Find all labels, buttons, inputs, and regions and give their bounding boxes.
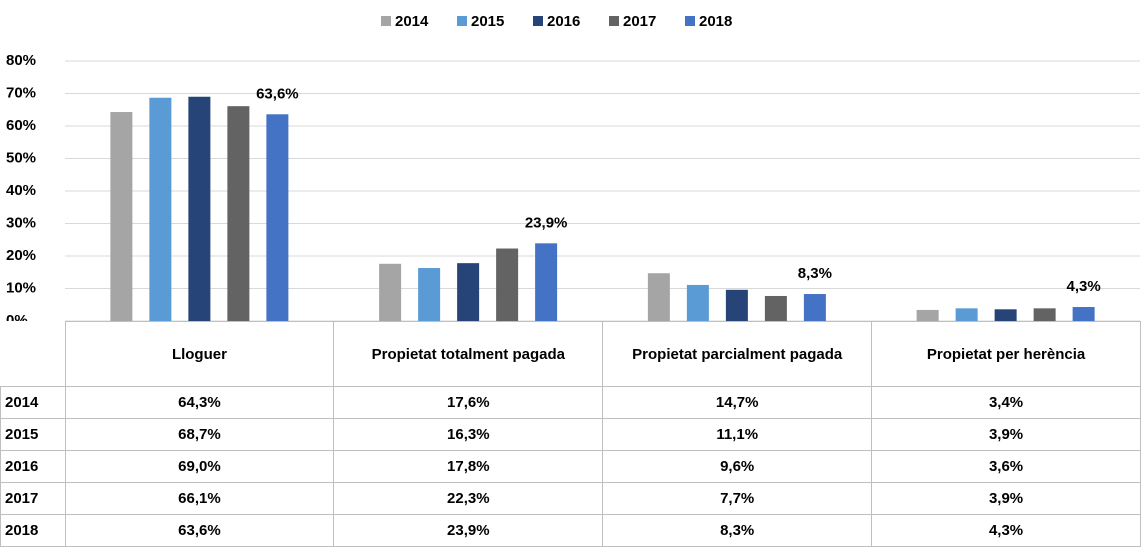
y-tick-label: 30% — [6, 214, 36, 231]
legend-label: 2016 — [547, 13, 580, 30]
legend-label: 2018 — [699, 13, 732, 30]
category-label: Propietat per herència — [871, 321, 1141, 387]
row-label: 2015 — [0, 418, 66, 451]
table-row: 2016 69,0% 17,8% 9,6% 3,6% — [0, 450, 1141, 483]
bar — [803, 294, 826, 321]
data-table: Lloguer Propietat totalment pagada Propiet… — [0, 321, 1141, 547]
table-cell: 11,1% — [602, 418, 873, 451]
bar — [227, 106, 250, 321]
table-cell: 3,6% — [871, 450, 1141, 483]
row-label: 2018 — [0, 514, 66, 547]
bar — [647, 273, 670, 321]
bar — [955, 308, 978, 321]
legend-swatch — [381, 16, 391, 26]
bar — [149, 97, 172, 321]
legend-swatch — [609, 16, 619, 26]
y-tick-label: 40% — [6, 182, 36, 199]
table-cell: 68,7% — [64, 418, 335, 451]
table-row: 2014 64,3% 17,6% 14,7% 3,4% — [0, 386, 1141, 419]
legend-label: 2017 — [623, 13, 656, 30]
y-tick-label: 20% — [6, 247, 36, 264]
table-cell: 63,6% — [64, 514, 335, 547]
bar — [725, 289, 748, 321]
bar — [994, 309, 1017, 321]
table-cell: 23,9% — [333, 514, 604, 547]
row-label: 2016 — [0, 450, 66, 483]
table-cell: 69,0% — [64, 450, 335, 483]
legend-label: 2015 — [471, 13, 504, 30]
bar — [188, 96, 211, 321]
y-tick-label: 10% — [6, 279, 36, 296]
table-row: 2015 68,7% 16,3% 11,1% 3,9% — [0, 418, 1141, 451]
bar — [379, 263, 402, 321]
legend-swatch — [457, 16, 467, 26]
row-label: 2014 — [0, 386, 66, 419]
table-cell: 66,1% — [64, 482, 335, 515]
legend-label: 2014 — [395, 13, 429, 30]
table-cell: 22,3% — [333, 482, 604, 515]
table-row: 2017 66,1% 22,3% 7,7% 3,9% — [0, 482, 1141, 515]
table-cell: 3,9% — [871, 482, 1141, 515]
table-cell: 3,9% — [871, 418, 1141, 451]
table-cell: 17,6% — [333, 386, 604, 419]
y-tick-label: 0% — [6, 312, 28, 321]
y-tick-label: 50% — [6, 149, 36, 166]
data-label: 63,6% — [256, 85, 299, 102]
category-label: Propietat parcialment pagada — [602, 321, 873, 387]
bar — [266, 114, 289, 321]
y-tick-label: 80% — [6, 52, 36, 69]
category-label: Propietat totalment pagada — [333, 321, 604, 387]
row-label: 2017 — [0, 482, 66, 515]
bar — [457, 263, 480, 321]
table-cell: 14,7% — [602, 386, 873, 419]
legend-swatch — [685, 16, 695, 26]
y-tick-label: 70% — [6, 84, 36, 101]
category-label: Lloguer — [64, 321, 335, 387]
table-cell: 8,3% — [602, 514, 873, 547]
table-cell: 16,3% — [333, 418, 604, 451]
bar — [535, 243, 558, 321]
table-row: 2018 63,6% 23,9% 8,3% 4,3% — [0, 514, 1141, 547]
y-tick-label: 60% — [6, 117, 36, 134]
bar — [686, 284, 709, 321]
table-cell: 4,3% — [871, 514, 1141, 547]
bar — [916, 309, 939, 321]
bar — [110, 112, 133, 321]
table-header-row: Lloguer Propietat totalment pagada Propiet… — [0, 321, 1141, 387]
table-cell: 9,6% — [602, 450, 873, 483]
data-label: 23,9% — [525, 214, 568, 231]
table-cell: 17,8% — [333, 450, 604, 483]
table-cell: 64,3% — [64, 386, 335, 419]
table-cell: 7,7% — [602, 482, 873, 515]
table-corner — [0, 321, 66, 387]
bar — [764, 295, 787, 321]
bar — [418, 268, 441, 321]
bar — [1072, 307, 1095, 321]
table-cell: 3,4% — [871, 386, 1141, 419]
bar — [1033, 308, 1056, 321]
data-label: 4,3% — [1067, 278, 1101, 295]
chart: 0% 10% 20% 30% 40% 50% 60% 70% 80% 2014 2015 2016 20… — [6, 13, 1140, 321]
bar — [496, 248, 519, 321]
legend-swatch — [533, 16, 543, 26]
data-label: 8,3% — [798, 265, 832, 282]
